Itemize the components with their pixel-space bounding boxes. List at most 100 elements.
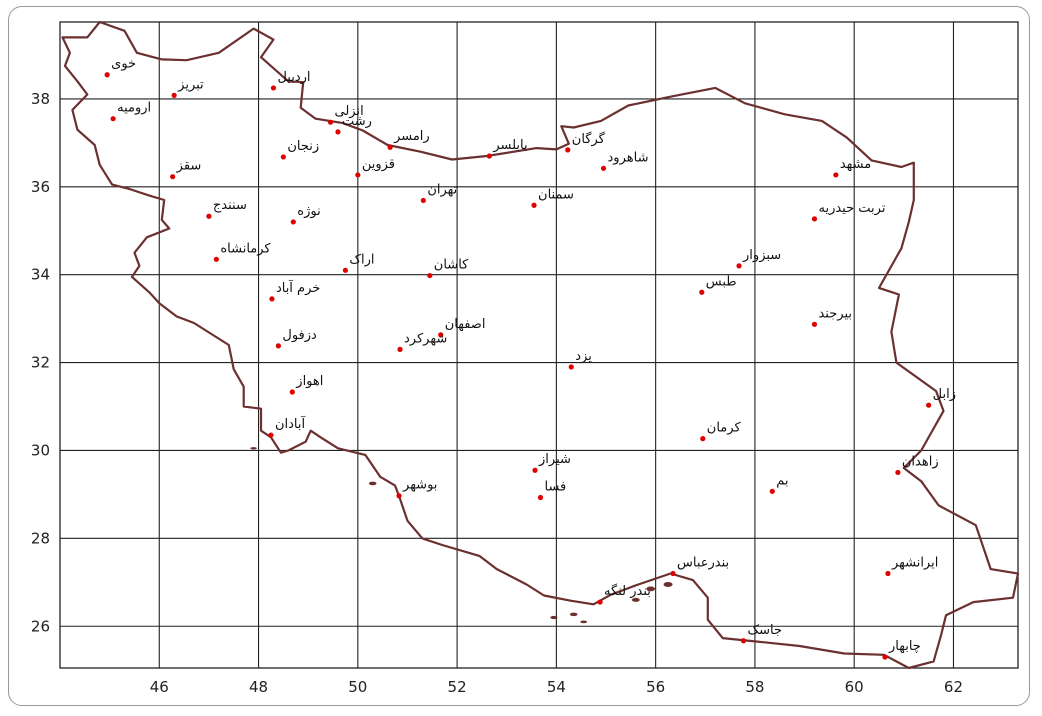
city-marker: اهواز [289,374,323,395]
city-marker: شیراز [532,452,571,473]
y-tick-label: 28 [31,529,50,547]
city-marker: بندرعباس [670,556,729,577]
y-tick-label: 30 [31,441,50,459]
y-tick-label: 26 [31,617,50,635]
x-tick-label: 60 [845,678,864,696]
city-marker: گرگان [565,131,606,153]
city-dot [397,346,403,352]
city-label: کرمان [707,421,742,436]
city-dot [895,469,901,476]
city-marker: کرمانشاه [213,241,271,262]
city-marker: چابهار [882,639,921,660]
x-tick-label: 58 [745,678,764,696]
city-marker: کاشان [427,258,469,279]
city-label: سمنان [538,187,574,202]
city-label: خرم آباد [276,279,320,296]
city-marker: یزد [568,349,592,370]
city-marker: سقز [170,159,201,180]
city-dot [342,267,349,273]
city-marker: خرم آباد [269,279,320,302]
city-marker: کرمان [700,421,741,442]
city-dot [327,119,334,125]
island [569,612,578,617]
island [550,615,558,620]
city-label: طبس [706,274,737,289]
city-label: خوی [111,57,136,72]
city-marker: جاسک [740,623,782,644]
city-dot [670,570,676,577]
city-label: اصفهان [445,317,486,332]
city-label: بندرعباس [677,556,729,571]
island [631,597,640,602]
city-label: مشهد [840,157,871,172]
city-dot [769,488,775,494]
city-dot [268,432,274,438]
city-dot [275,343,282,349]
city-dot [206,213,212,219]
city-marker: فسا [537,479,566,501]
map-frame [8,6,1030,706]
x-tick-label: 54 [547,678,566,696]
city-label: چابهار [888,639,921,654]
x-tick-label: 56 [646,678,665,696]
city-dot [280,154,286,160]
city-dot [213,256,219,262]
island [580,620,588,624]
city-dot [568,364,574,370]
city-marker: دزفول [275,328,317,349]
city-dot [740,638,747,644]
x-tick-label: 52 [448,678,467,696]
city-label: بم [776,473,788,488]
city-label: بندر لنگه [604,583,651,599]
city-marker: تهران [420,182,458,204]
city-dot [427,272,433,279]
city-label: زابل [933,387,956,402]
city-label: فسا [544,479,566,494]
city-label: تهران [427,182,457,197]
y-tick-label: 32 [31,354,50,372]
island [368,481,377,486]
city-dot [833,172,839,178]
city-dot [597,599,603,605]
city-marker: زابل [926,387,956,408]
city-marker: مشهد [833,157,871,178]
city-dot [170,174,176,180]
city-label: دزفول [282,328,317,343]
city-dot [736,263,742,269]
y-tick-label: 38 [31,90,50,108]
y-tick-label: 36 [31,178,50,196]
city-label: بوشهر [402,478,437,493]
city-label: سبزوار [742,248,781,263]
city-dot [700,436,706,442]
city-marker: آبادان [268,415,306,438]
city-label: تربت حیدریه [818,201,885,216]
x-tick-label: 46 [150,678,169,696]
city-marker: شهرکرد [397,331,447,352]
city-marker: بندر لنگه [597,583,651,605]
city-marker: رامسر [387,129,430,150]
city-dot [486,153,492,159]
city-marker: سبزوار [736,248,781,269]
city-dot [537,494,544,501]
city-marker: بیرجند [811,306,852,327]
city-label: رامسر [393,129,430,144]
city-label: یزد [575,349,592,364]
city-dot [269,296,275,302]
city-dot [104,72,110,78]
city-dot [600,165,607,171]
x-axis-ticks: 46 48 50 52 54 56 58 60 62 [150,678,963,696]
city-label: سنندج [213,198,247,213]
city-label: ایرانشهر [891,556,938,571]
islands [250,447,673,624]
city-dot [110,116,116,122]
city-label: کاشان [434,258,469,273]
city-marker: اردبیل [270,70,311,91]
x-tick-label: 48 [249,678,268,696]
city-marker: تربت حیدریه [811,201,886,222]
city-label: اراک [349,252,374,267]
city-marker: بوشهر [396,478,437,499]
city-dot [355,172,361,178]
city-marker: نوژه [290,204,321,225]
city-dot [396,493,402,499]
